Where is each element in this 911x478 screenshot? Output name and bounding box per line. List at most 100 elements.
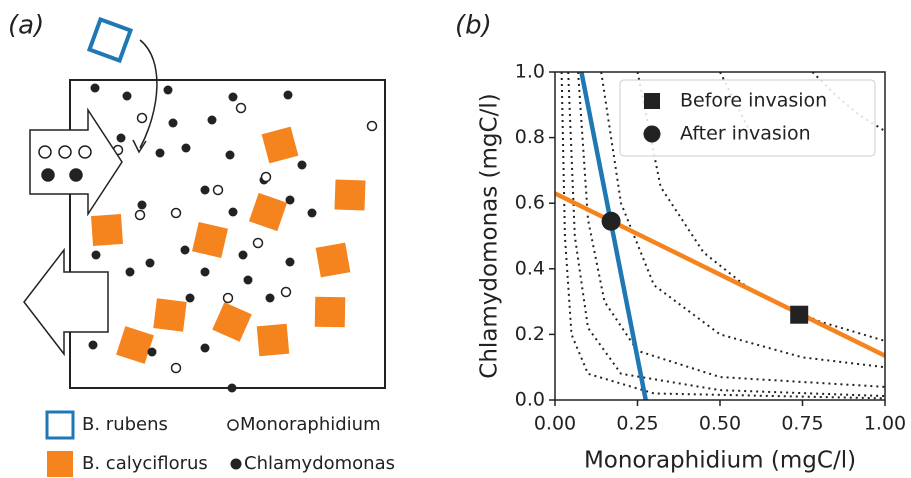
chlamydomonas: [227, 383, 237, 393]
chlamydomonas: [137, 200, 147, 210]
chlamydomonas: [116, 133, 126, 143]
y-tick-label: 1.0: [515, 61, 545, 83]
chlamydomonas: [200, 267, 210, 277]
invasion-arrow: [139, 39, 158, 149]
chlamydomonas: [207, 115, 217, 125]
x-tick-label: 0.50: [699, 413, 741, 435]
chlamydomonas: [163, 85, 173, 95]
chlamydomonas: [122, 91, 132, 101]
chlamydomonas: [243, 275, 253, 285]
chlamydomonas: [307, 208, 317, 218]
chlamydomonas: [238, 250, 248, 260]
x-tick-label: 0.00: [534, 413, 576, 435]
axes-frame: [554, 71, 886, 401]
chlamydomonas: [200, 343, 210, 353]
monoraphidium: [260, 171, 272, 183]
y-tick-label: 0.2: [515, 323, 545, 345]
chlamydomonas: [285, 195, 295, 205]
monoraphidium: [366, 120, 378, 132]
rotifer: [248, 192, 288, 232]
chart: 0.00 0.25 0.50 0.75 1.00 0.0 0.2 0.4 0.6 0.8 1.0 Mo…: [477, 61, 907, 474]
rotifer: [334, 179, 366, 211]
predator: [86, 16, 134, 64]
isocline: [636, 72, 885, 342]
outflow-arrow: [23, 247, 109, 357]
chlamydomonas: [285, 257, 295, 267]
y-tick-label: 0.4: [515, 257, 545, 279]
y-axis-label: Chlamydomonas (mgC/l): [477, 93, 503, 378]
chlamydomonas: [225, 150, 235, 160]
legend-label: After invasion: [680, 123, 811, 145]
isocline: [600, 72, 885, 369]
y-tick-label: 0.6: [515, 192, 545, 214]
monoraphidium: [222, 292, 234, 304]
rotifer: [261, 126, 299, 164]
y-tick-label: 0.8: [515, 126, 545, 148]
chlamydomonas: [297, 160, 307, 170]
chlamydomonas: [181, 143, 191, 153]
rotifer: [153, 298, 187, 332]
rotifer: [192, 222, 228, 258]
monoraphidium: [78, 145, 92, 159]
chlamydomonas: [168, 118, 178, 128]
legend-label: Before invasion: [680, 90, 827, 112]
chlamydomonas: [228, 92, 238, 102]
chlamydomonas: [185, 293, 195, 303]
legend-marker: [643, 125, 661, 143]
monoraphidium: [235, 102, 247, 114]
x-tick-label: 0.75: [781, 413, 823, 435]
monoraphidium: [170, 207, 182, 219]
inflow-arrow: [29, 107, 123, 217]
rotifer: [116, 326, 154, 364]
monoraphidium: [136, 112, 148, 124]
legend-box: [619, 79, 876, 157]
chlamydomonas: [147, 347, 157, 357]
chlamydomonas: [91, 250, 101, 260]
chlamydomonas: [200, 185, 210, 195]
legend-chlamydomonas: [230, 458, 242, 470]
x-tick-label: 0.25: [616, 413, 658, 435]
rotifer: [314, 296, 346, 328]
legend-label: Monoraphidium: [240, 414, 381, 435]
rotifer: [212, 302, 252, 342]
legend-label: Chlamydomonas: [244, 453, 395, 474]
legend-predator: [45, 410, 75, 440]
panel-label: (a): [8, 11, 44, 41]
isocline: [560, 72, 885, 400]
monoraphidium: [212, 184, 224, 196]
chlamydomonas: [90, 83, 100, 93]
chlamydomonas: [125, 267, 135, 277]
legend-monoraphidium: [227, 419, 239, 431]
y-tick-label: 0.0: [515, 389, 545, 411]
arrow-head: [132, 139, 147, 154]
monoraphidium: [134, 209, 146, 221]
x-axis-label: Monoraphidium (mgC/l): [584, 448, 856, 474]
chlamydomonas: [228, 207, 238, 217]
point: [790, 305, 809, 324]
monoraphidium: [280, 286, 292, 298]
chlamydomonas: [180, 245, 190, 255]
point: [601, 211, 621, 231]
chlamydomonas: [265, 293, 275, 303]
rotifer: [256, 323, 290, 357]
monoraphidium: [252, 237, 264, 249]
chlamydomonas: [41, 168, 55, 182]
legend-label: B. rubens: [82, 414, 168, 435]
rotifer: [315, 242, 351, 278]
chlamydomonas: [88, 340, 98, 350]
chlamydomonas: [283, 90, 293, 100]
legend-marker: [644, 93, 660, 109]
monoraphidium: [170, 362, 182, 374]
chlamydomonas: [145, 258, 155, 268]
legend-rotifer: [47, 451, 73, 477]
legend-label: B. calyciflorus: [82, 453, 208, 474]
chlamydomonas: [155, 148, 165, 158]
monoraphidium: [58, 145, 72, 159]
monoraphidium: [38, 145, 52, 159]
x-tick-label: 1.00: [864, 413, 906, 435]
nullcline: [579, 72, 648, 400]
diagram: B. rubens Monoraphidium B. calyciflorus Chl…: [23, 16, 395, 477]
chlamydomonas: [69, 168, 83, 182]
rotifer: [90, 213, 124, 247]
